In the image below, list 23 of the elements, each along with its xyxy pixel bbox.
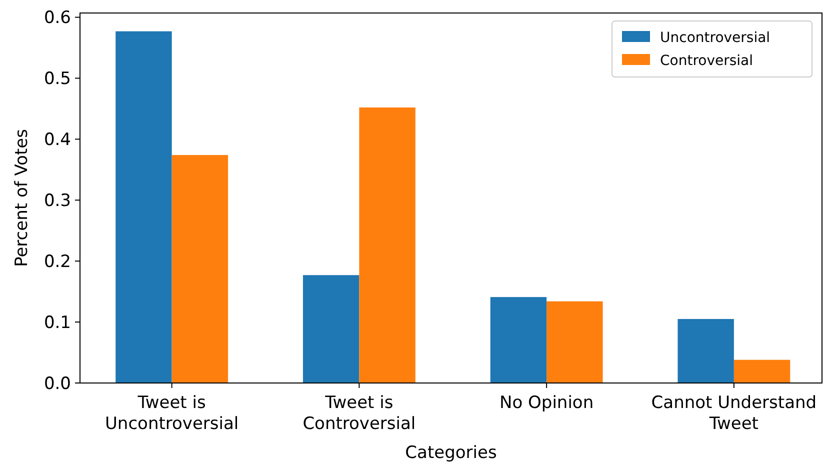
x-tick-label: Tweet is Controversial	[302, 393, 416, 434]
y-tick-label: 0.4	[44, 130, 71, 150]
bar	[172, 155, 228, 383]
bar	[734, 360, 790, 383]
bar	[116, 31, 172, 383]
bar	[302, 275, 360, 383]
bar	[546, 301, 603, 383]
bar	[359, 107, 416, 383]
y-tick-label: 0.5	[44, 69, 71, 90]
bar	[678, 318, 734, 383]
x-axis-title: Categories	[405, 443, 497, 462]
y-tick-label: 0.1	[44, 312, 71, 333]
y-tick-label: 0.2	[44, 252, 71, 272]
y-tick-label: 0.0	[44, 374, 71, 394]
bar	[490, 297, 547, 383]
y-axis-title: Percent of Votes	[12, 128, 32, 267]
legend-label: Controversial	[660, 52, 754, 69]
x-tick-label: Tweet is Uncontroversial	[104, 393, 239, 434]
x-tick-label: Cannot Understand Tweet	[651, 393, 817, 434]
x-tick-label: No Opinion	[500, 393, 594, 413]
y-tick-label: 0.6	[44, 8, 71, 28]
y-tick-label: 0.3	[44, 191, 71, 212]
legend-label: Uncontroversial	[660, 30, 770, 46]
